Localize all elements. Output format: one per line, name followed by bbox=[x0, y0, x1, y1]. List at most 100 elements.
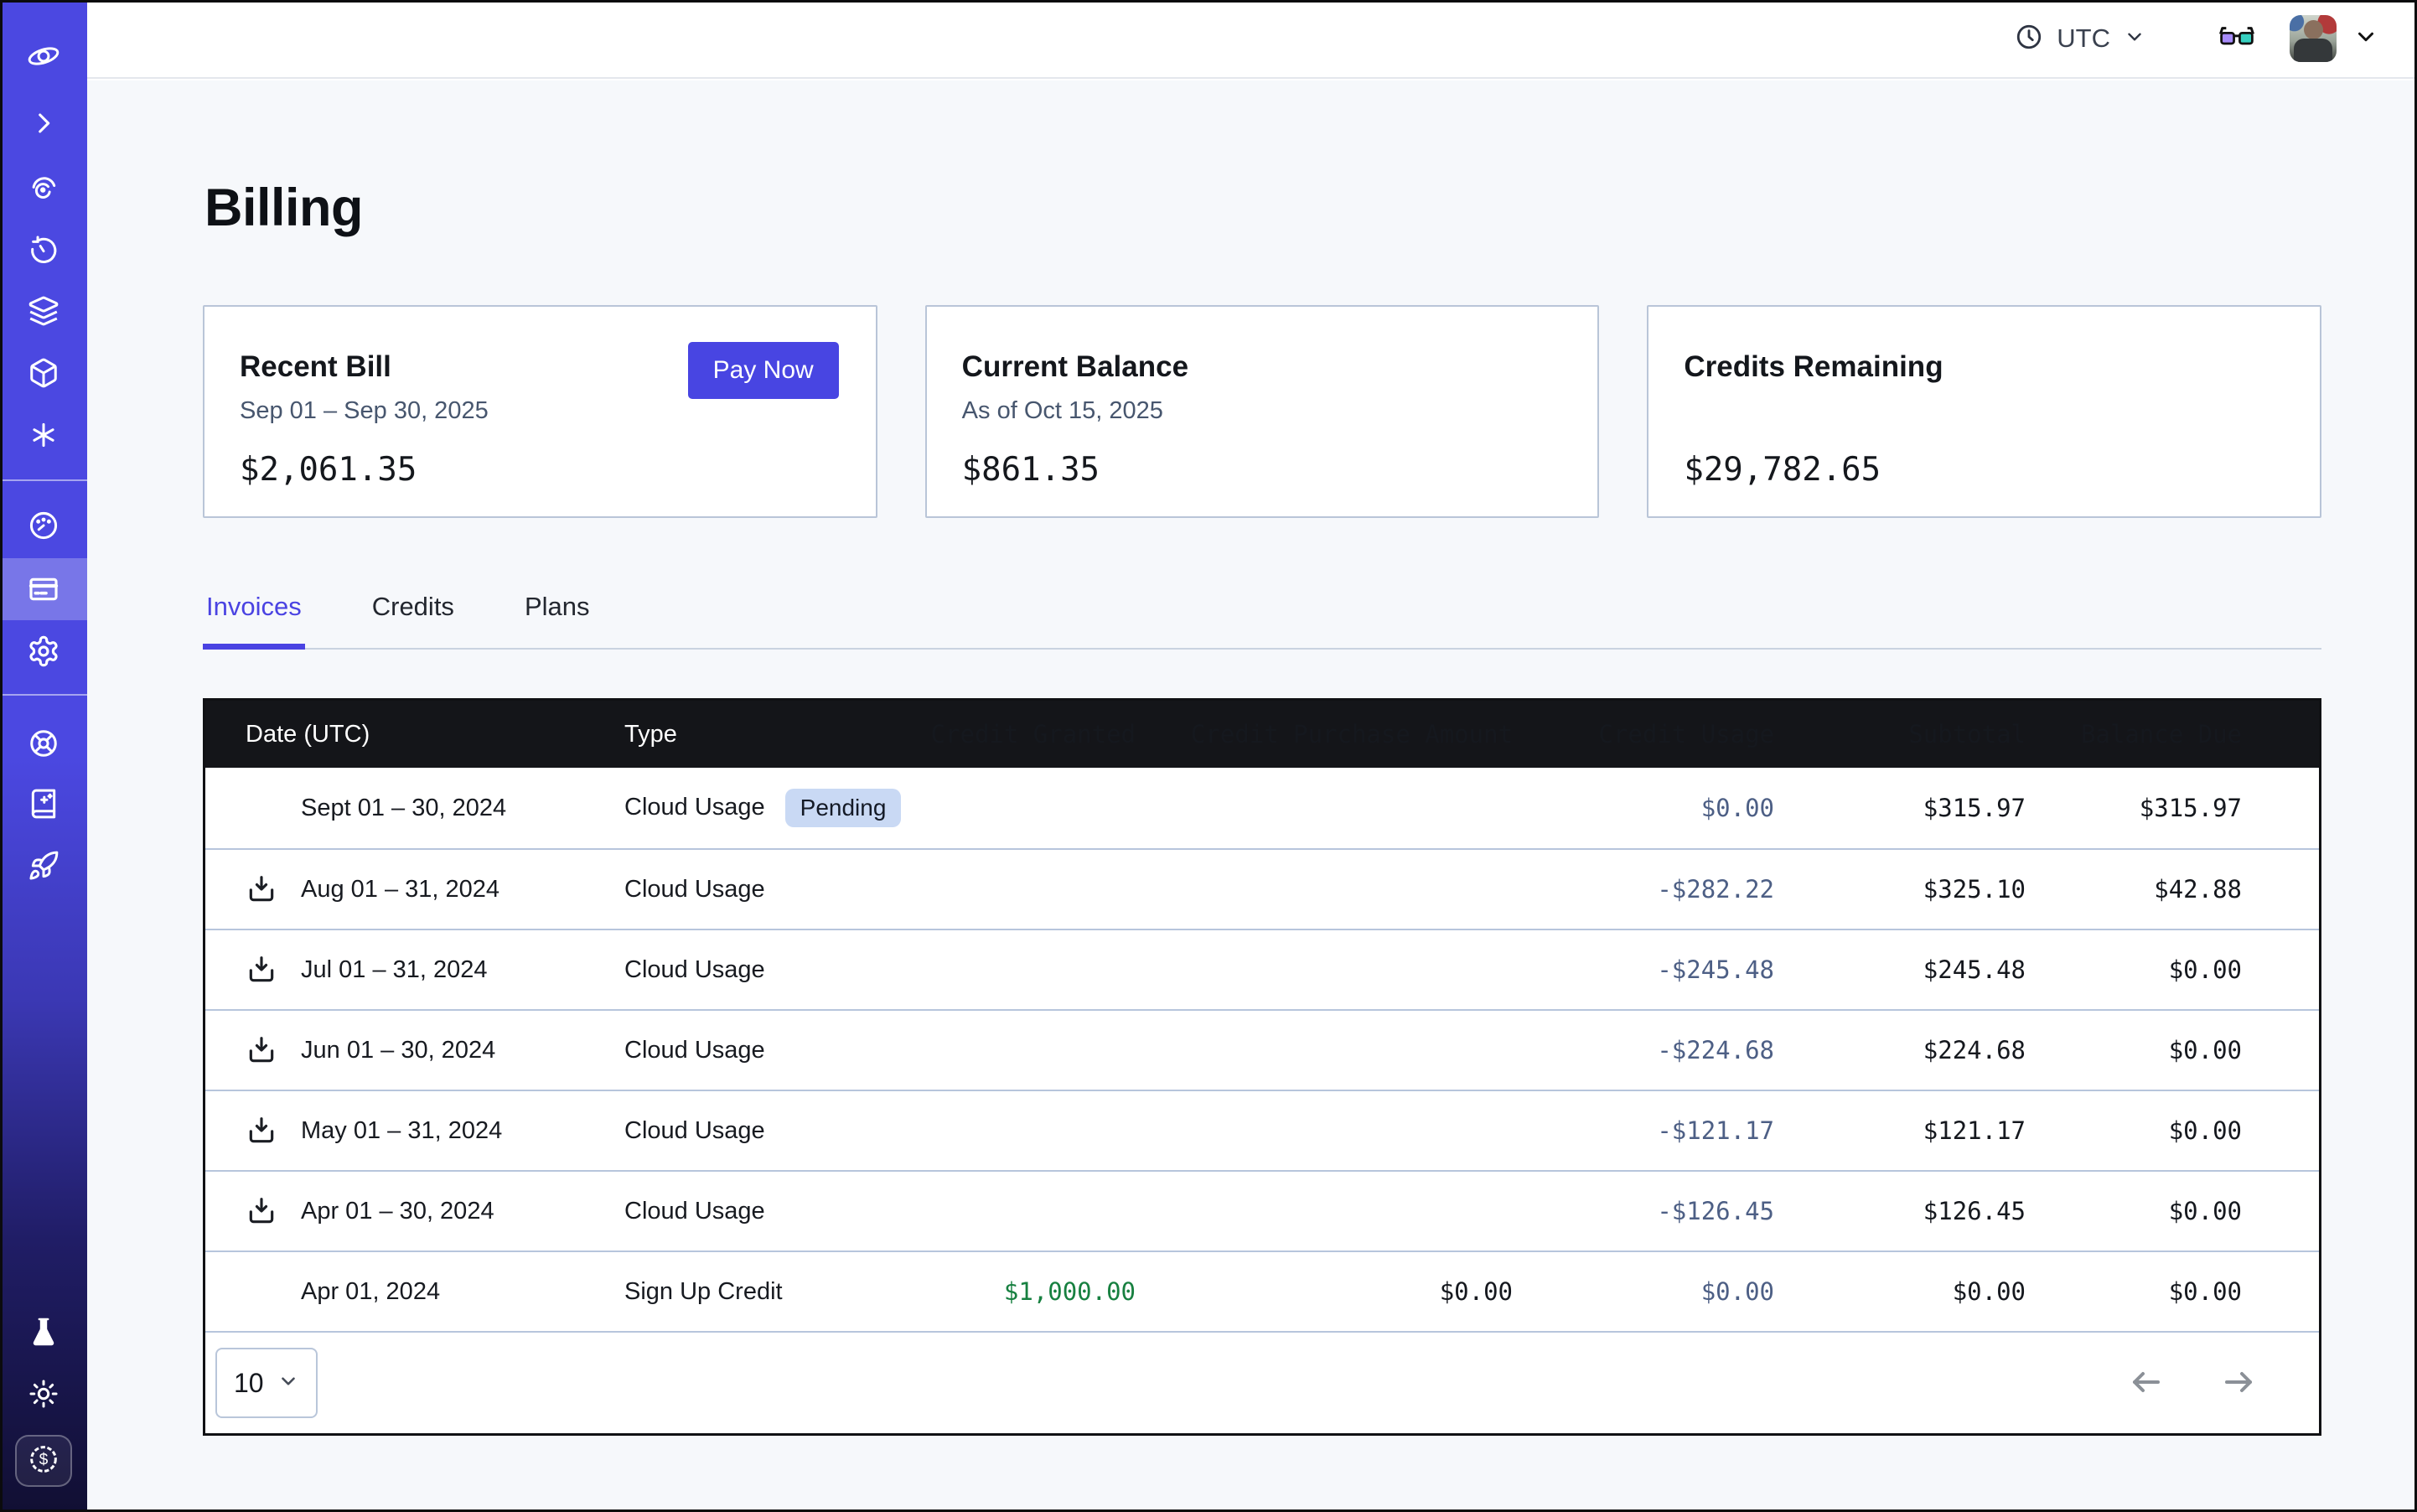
sidebar-item-billing[interactable] bbox=[0, 558, 87, 620]
theme-toggle[interactable] bbox=[0, 1363, 87, 1425]
svg-text:$: $ bbox=[39, 1451, 49, 1468]
asterisk-icon bbox=[28, 419, 60, 451]
current-balance-card: Current Balance As of Oct 15, 2025 $861.… bbox=[924, 305, 1600, 518]
subtotal-value: $121.17 bbox=[1923, 1116, 2026, 1145]
table-row: Jul 01 – 31, 2024 Cloud Usage -$245.48 $… bbox=[205, 929, 2319, 1009]
invoice-type: Cloud Usage bbox=[624, 955, 765, 983]
invoice-type: Sign Up Credit bbox=[624, 1277, 783, 1305]
app-logo[interactable] bbox=[0, 25, 87, 87]
arrow-right-icon bbox=[2218, 1362, 2259, 1405]
sidebar-item-docs[interactable] bbox=[0, 773, 87, 835]
invoice-type: Cloud Usage bbox=[624, 1197, 765, 1225]
timezone-selector[interactable]: UTC bbox=[2015, 23, 2145, 55]
card-subtitle: As of Oct 15, 2025 bbox=[961, 397, 1163, 424]
gauge-icon bbox=[28, 510, 60, 541]
next-page-button[interactable] bbox=[2218, 1362, 2259, 1405]
gear-icon bbox=[27, 634, 60, 668]
download-invoice-icon[interactable] bbox=[242, 1192, 281, 1230]
sidebar-item-labs[interactable] bbox=[0, 1301, 87, 1363]
trace-iris-icon bbox=[28, 173, 60, 205]
credits-remaining-amount: $29,782.65 bbox=[1684, 451, 1881, 489]
column-header-credit-granted: Credit Granted bbox=[930, 720, 1136, 748]
invoice-type: Cloud Usage bbox=[624, 1036, 765, 1064]
page-size-select[interactable]: 10 bbox=[215, 1348, 318, 1418]
dollar-coin-icon: $ bbox=[27, 1442, 60, 1480]
invoice-date: Jul 01 – 31, 2024 bbox=[301, 955, 488, 983]
invoice-type: Cloud Usage bbox=[624, 1116, 765, 1144]
sidebar: $ bbox=[0, 0, 87, 1512]
balance-due-value: $42.88 bbox=[2154, 875, 2242, 904]
credits-remaining-card: Credits Remaining $29,782.65 bbox=[1647, 305, 2322, 518]
tab-credits[interactable]: Credits bbox=[371, 592, 454, 621]
sidebar-item-containers[interactable] bbox=[0, 342, 87, 404]
credit-purchase-value: $0.00 bbox=[1439, 1277, 1513, 1306]
subtotal-value: $224.68 bbox=[1923, 1036, 2026, 1064]
arrow-left-icon bbox=[2126, 1362, 2166, 1405]
previous-page-button[interactable] bbox=[2126, 1362, 2166, 1405]
sidebar-expand-button[interactable] bbox=[0, 92, 87, 154]
sidebar-item-layers[interactable] bbox=[0, 280, 87, 342]
sidebar-item-support[interactable] bbox=[0, 712, 87, 774]
clock-icon bbox=[2015, 23, 2043, 55]
subtotal-value: $315.97 bbox=[1923, 794, 2026, 822]
current-balance-amount: $861.35 bbox=[961, 451, 1100, 489]
invoice-date: Sept 01 – 30, 2024 bbox=[301, 794, 507, 821]
helm-wheel-icon bbox=[28, 728, 60, 759]
download-invoice-icon[interactable] bbox=[242, 1111, 281, 1150]
column-header-type: Type bbox=[624, 720, 677, 748]
table-row: May 01 – 31, 2024 Cloud Usage -$121.17 $… bbox=[205, 1090, 2319, 1170]
card-subtitle: Sep 01 – Sep 30, 2025 bbox=[240, 397, 489, 424]
download-invoice-icon[interactable] bbox=[242, 1031, 281, 1069]
user-avatar[interactable] bbox=[2290, 15, 2337, 62]
credit-usage-value: -$282.22 bbox=[1657, 875, 1774, 904]
sidebar-item-history[interactable] bbox=[0, 220, 87, 282]
subtotal-value: $0.00 bbox=[1952, 1277, 2026, 1306]
column-header-credit-purchase-amount: Credit Purchase Amount bbox=[1190, 720, 1513, 748]
invoice-date: May 01 – 31, 2024 bbox=[301, 1116, 503, 1144]
invoice-type: Cloud Usage bbox=[624, 794, 765, 821]
table-row: Apr 01, 2024 Sign Up Credit $1,000.00 $0… bbox=[205, 1251, 2319, 1331]
topbar: UTC bbox=[87, 0, 2417, 79]
credit-granted-value: $1,000.00 bbox=[1003, 1277, 1136, 1306]
column-header-balance-due: Balance Due bbox=[2080, 720, 2242, 748]
table-row: Jun 01 – 30, 2024 Cloud Usage -$224.68 $… bbox=[205, 1009, 2319, 1090]
invoice-date: Aug 01 – 31, 2024 bbox=[301, 875, 500, 903]
sidebar-item-traces[interactable] bbox=[0, 158, 87, 220]
credits-quick-button[interactable]: $ bbox=[15, 1435, 72, 1487]
credit-usage-value: -$126.45 bbox=[1657, 1197, 1774, 1225]
chevron-right-icon bbox=[29, 109, 58, 137]
invoices-table: Date (UTC) Type Credit Granted Credit Pu… bbox=[203, 698, 2321, 1436]
chevron-down-icon bbox=[2124, 26, 2145, 52]
table-row: Sept 01 – 30, 2024 Cloud Usage Pending $0… bbox=[205, 768, 2319, 848]
sidebar-item-settings[interactable] bbox=[0, 620, 87, 682]
download-invoice-icon[interactable] bbox=[242, 870, 281, 909]
invoice-date: Jun 01 – 30, 2024 bbox=[301, 1036, 496, 1064]
download-invoice-icon[interactable] bbox=[242, 950, 281, 989]
status-badge: Pending bbox=[784, 788, 902, 828]
chevron-down-icon bbox=[277, 1368, 299, 1399]
billing-tabs: Invoices Credits Plans bbox=[203, 592, 2321, 650]
demo-mode-button[interactable] bbox=[2218, 23, 2256, 54]
sidebar-item-functions[interactable] bbox=[0, 404, 87, 466]
tab-plans[interactable]: Plans bbox=[524, 592, 590, 621]
card-title: Credits Remaining bbox=[1684, 350, 1943, 383]
credit-usage-value: -$121.17 bbox=[1657, 1116, 1774, 1145]
sidebar-item-getting-started[interactable] bbox=[0, 835, 87, 897]
user-menu-chevron-icon[interactable] bbox=[2353, 24, 2378, 54]
sidebar-item-usage-dashboard[interactable] bbox=[0, 495, 87, 557]
pay-now-button[interactable]: Pay Now bbox=[687, 342, 839, 399]
balance-due-value: $0.00 bbox=[2168, 1116, 2242, 1145]
page-size-value: 10 bbox=[234, 1367, 264, 1398]
invoice-date: Apr 01 – 30, 2024 bbox=[301, 1197, 494, 1225]
table-footer: 10 bbox=[205, 1331, 2319, 1433]
credit-card-icon bbox=[27, 572, 60, 606]
sidebar-divider bbox=[0, 479, 87, 481]
page-title: Billing bbox=[204, 179, 363, 237]
main-content: Billing Recent Bill Sep 01 – Sep 30, 202… bbox=[87, 80, 2417, 1512]
recent-bill-card: Recent Bill Sep 01 – Sep 30, 2025 $2,061… bbox=[203, 305, 877, 518]
tab-invoices[interactable]: Invoices bbox=[203, 592, 305, 650]
subtotal-value: $126.45 bbox=[1923, 1197, 2026, 1225]
invoice-type: Cloud Usage bbox=[624, 875, 765, 903]
table-row: Aug 01 – 31, 2024 Cloud Usage -$282.22 $… bbox=[205, 848, 2319, 929]
